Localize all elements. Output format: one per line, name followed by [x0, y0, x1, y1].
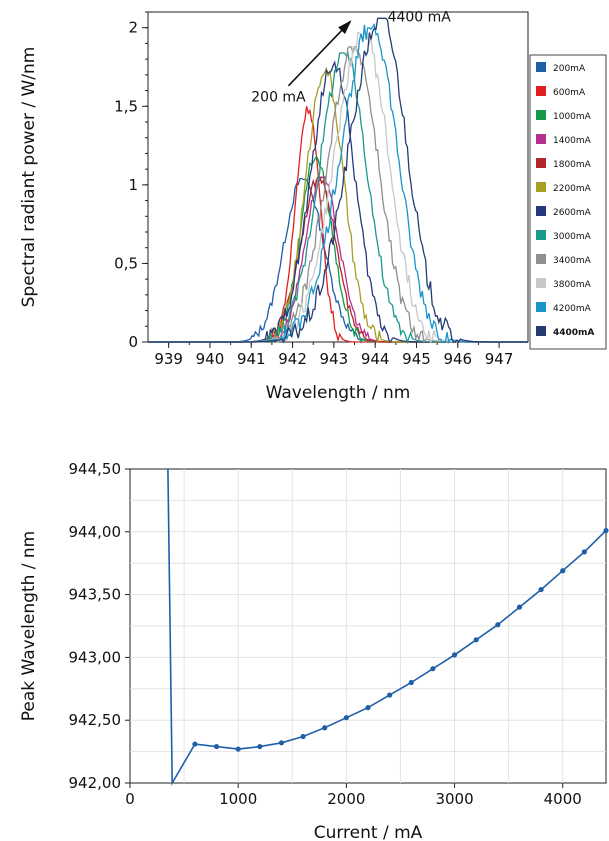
- annotation-arrow: [287, 20, 352, 87]
- annotation-label: 200 mA: [251, 90, 306, 106]
- x-tick-label: 944: [361, 350, 390, 368]
- data-point: [278, 740, 285, 746]
- x-tick-label: 4000: [544, 790, 582, 808]
- y-tick-label: 0,5: [114, 254, 138, 272]
- data-point: [387, 692, 393, 698]
- data-point: [581, 549, 587, 555]
- y-tick-label: 943,00: [69, 648, 122, 666]
- x-tick-label: 0: [125, 790, 135, 808]
- data-point: [322, 725, 328, 731]
- y-tick-label: 942,50: [69, 711, 122, 729]
- data-point: [430, 666, 436, 672]
- data-point: [343, 715, 349, 721]
- legend-swatch-600mA: [536, 86, 546, 96]
- data-point: [257, 743, 263, 750]
- peak-x-axis-label: Current / mA: [314, 823, 423, 841]
- y-tick-label: 2: [128, 19, 138, 37]
- x-tick-label: 3000: [435, 790, 473, 808]
- y-tick-label: 1,5: [114, 97, 138, 115]
- legend-label-4400mA: 4400mA: [553, 328, 594, 338]
- data-point: [235, 746, 241, 752]
- x-tick-label: 1000: [219, 790, 257, 808]
- annotation-label: 4400 mA: [388, 9, 452, 25]
- spectrum-legend: 200mA 600mA 1000mA 1400mA 1800mA 2200mA 2600mA…: [529, 54, 607, 350]
- data-point: [192, 741, 198, 747]
- legend-label-1800mA: 1800mA: [553, 160, 592, 170]
- y-tick-label: 942,00: [69, 774, 122, 792]
- data-point: [495, 622, 501, 628]
- data-point: [473, 637, 479, 643]
- peak-wavelength-chart: 0 1000 2000 3000 4000 942,00 942,50 943,00 943,5…: [19, 460, 609, 841]
- legend-label-3800mA: 3800mA: [553, 280, 592, 290]
- y-tick-label: 944,50: [69, 460, 122, 478]
- spectrum-line-4400mA: [148, 17, 528, 344]
- x-tick-label: 943: [320, 350, 349, 368]
- legend-label-600mA: 600mA: [553, 88, 586, 98]
- legend-swatch-1800mA: [536, 158, 546, 168]
- data-point: [213, 743, 220, 750]
- data-point: [300, 733, 306, 740]
- x-tick-label: 2000: [327, 790, 365, 808]
- y-tick-label: 943,50: [69, 586, 122, 604]
- legend-label-3000mA: 3000mA: [553, 232, 592, 242]
- peak-y-axis-label: Peak Wavelength / nm: [19, 531, 39, 722]
- x-tick-label: 946: [443, 350, 472, 368]
- x-tick-label: 939: [154, 350, 183, 368]
- legend-swatch-1400mA: [536, 134, 546, 144]
- x-tick-label: 941: [237, 350, 266, 368]
- data-point: [365, 705, 371, 711]
- legend-swatch-200mA: [536, 62, 546, 72]
- peak-ticks: 0 1000 2000 3000 4000 942,00 942,50 943,00 943,5…: [69, 460, 582, 808]
- legend-label-1400mA: 1400mA: [553, 136, 592, 146]
- spectrum-plot-area: [147, 11, 529, 343]
- spectrum-annotations: 200 mA 4400 mA: [251, 9, 451, 105]
- legend-label-200mA: 200mA: [553, 64, 586, 74]
- legend-swatch-3800mA: [536, 278, 546, 288]
- spectrum-ticks: 939 940 941 942 943 944 945 946 947 0 0,5 1 1,5 2: [114, 19, 513, 368]
- peak-wavelength-line: [167, 468, 607, 786]
- data-point: [603, 527, 609, 534]
- legend-box: [529, 54, 607, 350]
- x-tick-label: 942: [278, 350, 307, 368]
- legend-swatch-3400mA: [536, 254, 546, 264]
- spectrum-y-axis-label: Spectral radiant power / W/nm: [19, 47, 39, 308]
- y-tick-label: 0: [128, 333, 138, 351]
- y-tick-label: 1: [128, 176, 138, 194]
- legend-label-4200mA: 4200mA: [553, 304, 592, 314]
- legend-label-1000mA: 1000mA: [553, 112, 592, 122]
- legend-swatch-1000mA: [536, 110, 546, 120]
- x-tick-label: 945: [402, 350, 431, 368]
- data-point: [560, 568, 566, 574]
- legend-swatch-3000mA: [536, 230, 546, 240]
- data-point: [451, 652, 458, 658]
- legend-label-3400mA: 3400mA: [553, 256, 592, 266]
- legend-swatch-2600mA: [536, 206, 546, 216]
- spectrum-x-axis-label: Wavelength / nm: [266, 383, 411, 403]
- data-point: [538, 586, 544, 593]
- legend-swatch-4400mA: [536, 326, 546, 336]
- spectrum-series: [148, 17, 528, 345]
- legend-label-2600mA: 2600mA: [553, 208, 592, 218]
- legend-swatch-2200mA: [536, 182, 546, 192]
- spectrum-chart: 939 940 941 942 943 944 945 946 947 0 0,5 1 1,5 2 200…: [19, 9, 607, 403]
- data-point: [516, 604, 523, 610]
- x-tick-label: 940: [196, 350, 225, 368]
- peak-series: [167, 468, 609, 786]
- data-point: [408, 679, 414, 686]
- y-tick-label: 944,00: [69, 523, 122, 541]
- legend-label-2200mA: 2200mA: [553, 184, 592, 194]
- x-tick-label: 947: [485, 350, 514, 368]
- legend-swatch-4200mA: [536, 302, 546, 312]
- peak-grid: [130, 469, 606, 783]
